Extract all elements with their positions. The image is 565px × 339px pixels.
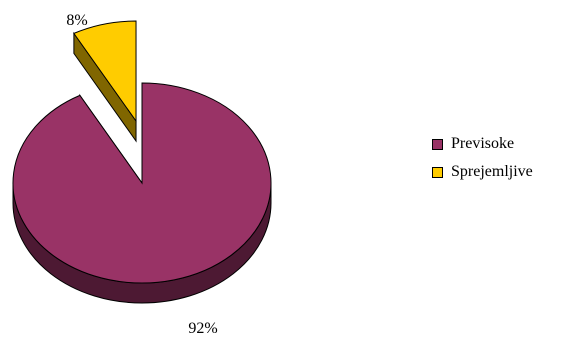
legend-swatch-previsoke	[432, 138, 443, 150]
data-label-sprejemljive: 8%	[66, 12, 87, 29]
pie-slice-sprejemljive	[73, 20, 137, 123]
legend-label-previsoke: Previsoke	[451, 135, 515, 152]
legend-swatch-sprejemljive	[432, 166, 443, 178]
legend-label-sprejemljive: Sprejemljive	[451, 163, 533, 180]
data-label-previsoke: 92%	[188, 320, 217, 337]
chart-legend: Previsoke Sprejemljive	[432, 133, 533, 189]
legend-item-sprejemljive: Sprejemljive	[432, 161, 533, 183]
pie-slice-previsoke	[12, 82, 272, 284]
legend-item-previsoke: Previsoke	[432, 133, 533, 155]
